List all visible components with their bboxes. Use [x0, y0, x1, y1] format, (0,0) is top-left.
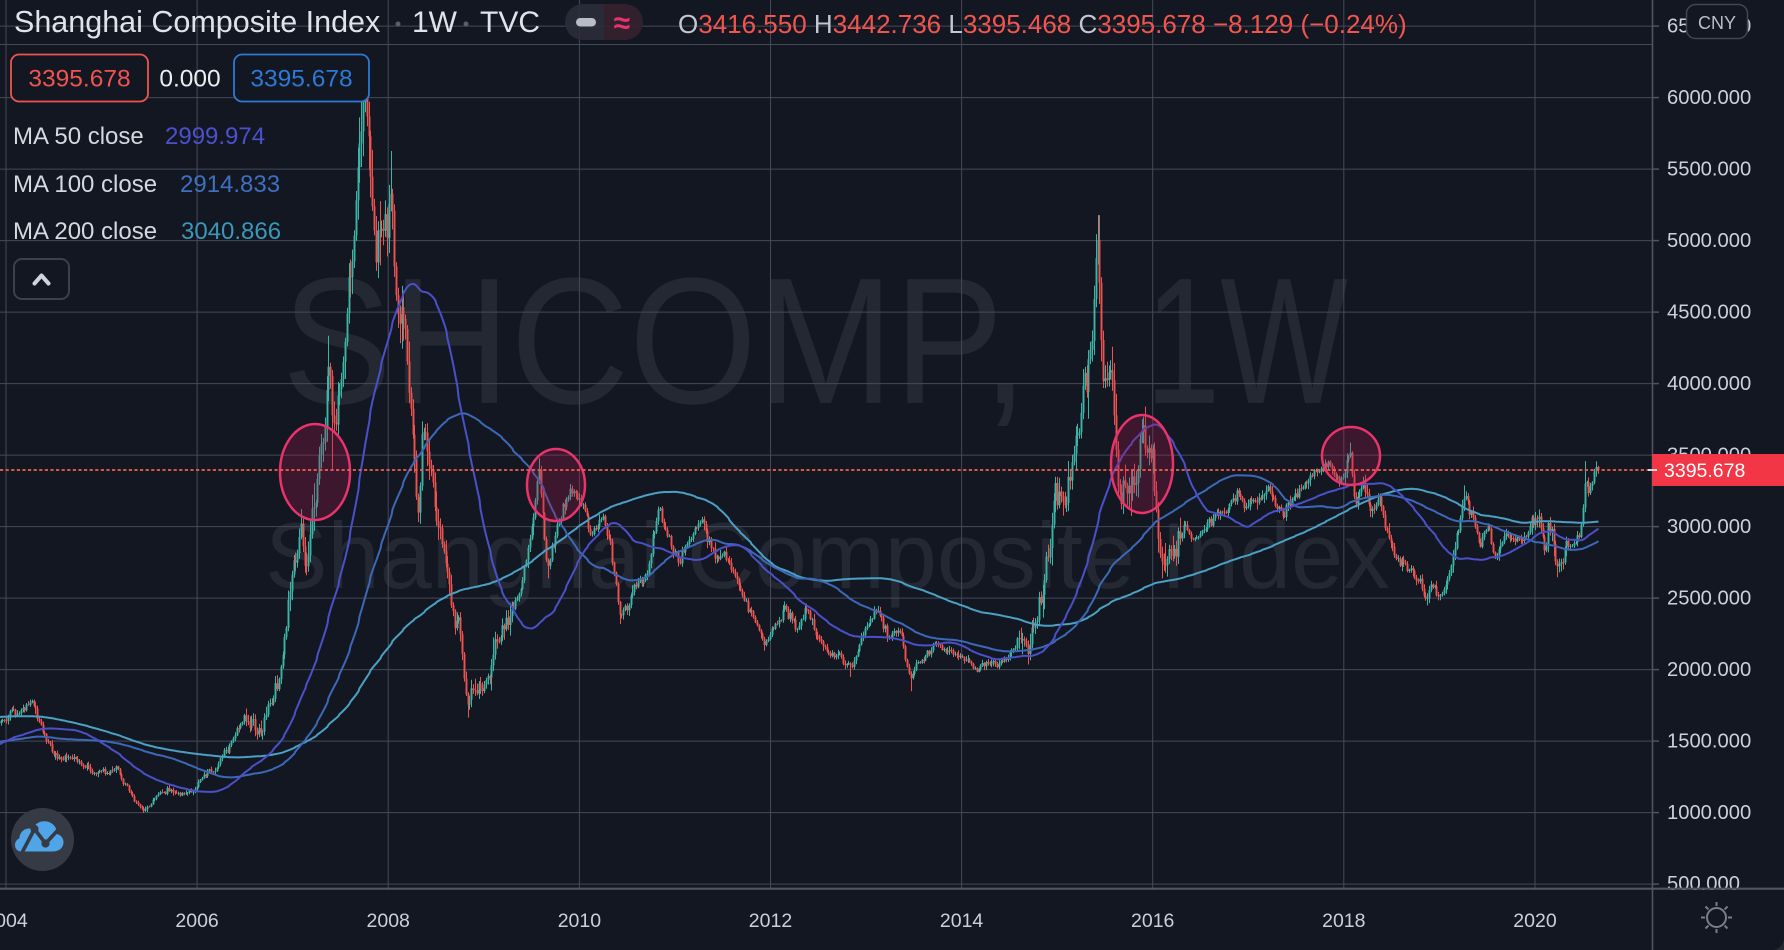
- svg-text:4500.000: 4500.000: [1667, 302, 1751, 324]
- svg-text:CNY: CNY: [1698, 13, 1736, 33]
- svg-text:2010: 2010: [558, 910, 602, 932]
- svg-text:2008: 2008: [367, 910, 410, 932]
- svg-text:2000.000: 2000.000: [1667, 659, 1751, 681]
- svg-text:1W: 1W: [1145, 241, 1348, 442]
- svg-text:2020: 2020: [1513, 910, 1557, 932]
- svg-text:5500.000: 5500.000: [1667, 159, 1751, 181]
- svg-text:1000.000: 1000.000: [1667, 802, 1751, 824]
- svg-text:500.000: 500.000: [1667, 873, 1740, 895]
- svg-text:1W: 1W: [412, 6, 458, 39]
- svg-text:6000.000: 6000.000: [1667, 87, 1751, 109]
- svg-text:TVC: TVC: [480, 6, 540, 39]
- svg-text:3395.678: 3395.678: [28, 66, 130, 93]
- svg-text:2006: 2006: [175, 910, 218, 932]
- svg-text:5000.000: 5000.000: [1667, 230, 1751, 252]
- svg-text:2012: 2012: [749, 910, 792, 932]
- svg-text:0.000: 0.000: [159, 66, 220, 93]
- svg-text:2016: 2016: [1131, 910, 1174, 932]
- svg-text:3000.000: 3000.000: [1667, 516, 1751, 538]
- svg-text:2500.000: 2500.000: [1667, 588, 1751, 610]
- svg-text:3395.678: 3395.678: [250, 66, 352, 93]
- svg-text:MA 100 close: MA 100 close: [13, 171, 157, 198]
- svg-text:2004: 2004: [0, 910, 28, 932]
- svg-text:Shanghai Composite Index: Shanghai Composite Index: [14, 5, 380, 39]
- svg-text:2999.974: 2999.974: [165, 123, 265, 150]
- svg-text:O3416.550 H3442.736 L3395.468: O3416.550 H3442.736 L3395.468 C3395.678 …: [678, 9, 1407, 39]
- svg-text:4000.000: 4000.000: [1667, 373, 1751, 395]
- svg-text:1500.000: 1500.000: [1667, 731, 1751, 753]
- svg-text:3395.678: 3395.678: [1664, 460, 1745, 482]
- svg-text:2014: 2014: [940, 910, 984, 932]
- svg-text:≈: ≈: [614, 7, 630, 40]
- svg-text:Shanghai Composite Index: Shanghai Composite Index: [265, 503, 1390, 608]
- svg-text:SHCOMP,: SHCOMP,: [282, 241, 1028, 442]
- svg-text:3040.866: 3040.866: [181, 218, 281, 245]
- svg-text:2018: 2018: [1322, 910, 1365, 932]
- svg-text:2914.833: 2914.833: [180, 171, 280, 198]
- svg-text:MA 50 close: MA 50 close: [13, 123, 144, 150]
- svg-text:MA 200 close: MA 200 close: [13, 218, 157, 245]
